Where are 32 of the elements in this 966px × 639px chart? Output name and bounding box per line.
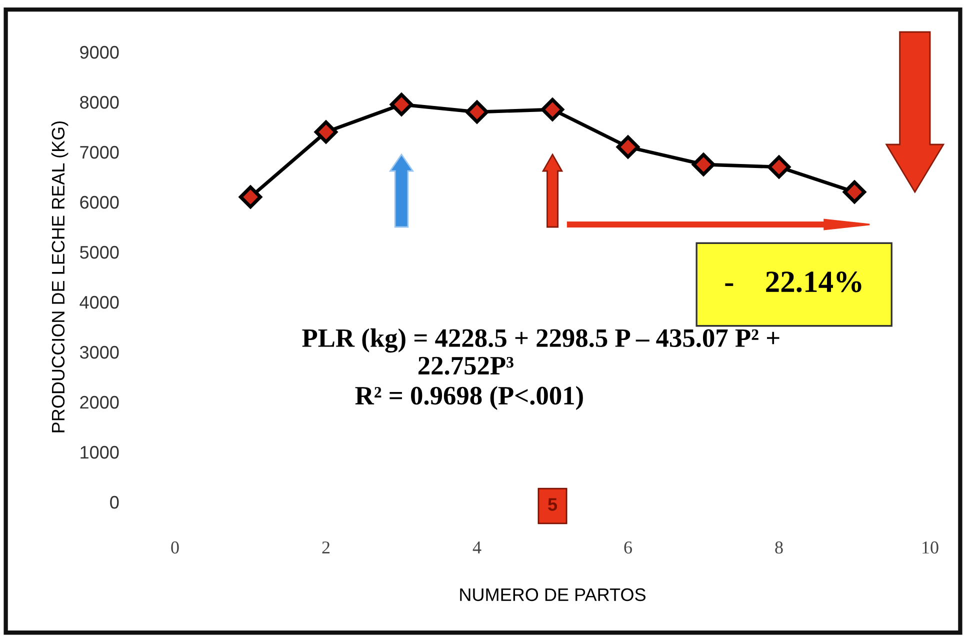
x-tick-label: 10 xyxy=(922,541,938,554)
point xyxy=(767,155,791,179)
y-tick-label: 5000 xyxy=(80,246,119,259)
point xyxy=(465,100,489,124)
point xyxy=(314,120,338,144)
annotation: 5 xyxy=(548,498,558,511)
annotation: - 22.14% xyxy=(725,272,862,292)
point xyxy=(692,152,716,176)
point xyxy=(616,135,640,159)
y-axis-title: PRODUCCION DE LECHE REAL (KG) xyxy=(51,121,68,432)
annotation: 22.752P³ xyxy=(418,356,514,375)
y-tick-label: 2000 xyxy=(80,396,119,409)
point xyxy=(842,180,866,204)
y-tick-label: 7000 xyxy=(80,146,119,159)
y-tick-label: 1000 xyxy=(80,446,119,459)
point xyxy=(238,185,262,209)
y-tick-label: 3000 xyxy=(80,346,119,359)
point xyxy=(540,98,564,122)
y-tick-label: 6000 xyxy=(80,196,119,209)
y-tick-label: 0 xyxy=(110,496,119,509)
x-axis-title: NUMERO DE PARTOS xyxy=(460,588,646,602)
point xyxy=(390,92,414,116)
annotation: PLR (kg) = 4228.5 + 2298.5 P – 435.07 P² + xyxy=(302,328,780,353)
annotation: R² = 0.9698 (P<.001) xyxy=(355,386,583,410)
x-tick-label: 2 xyxy=(322,541,330,554)
x-tick-label: 6 xyxy=(624,541,632,554)
y-tick-label: 4000 xyxy=(80,296,119,309)
y-tick-label: 8000 xyxy=(80,96,119,109)
x-tick-label: 8 xyxy=(775,541,783,554)
x-tick-label: 4 xyxy=(472,542,482,554)
x-tick-label: 0 xyxy=(171,541,179,554)
y-tick-label: 9000 xyxy=(80,46,119,59)
